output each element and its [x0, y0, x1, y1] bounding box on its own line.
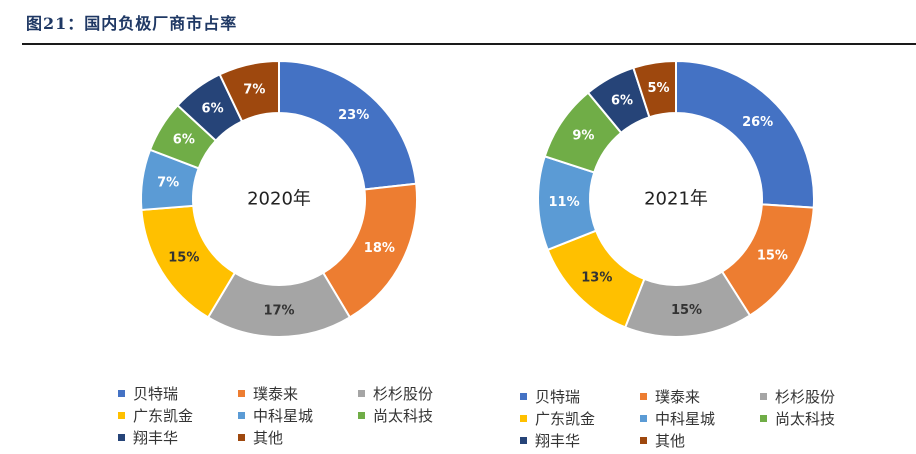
legend-item: 璞泰来: [640, 386, 760, 406]
legend-swatch: [640, 436, 647, 444]
title-divider: [22, 43, 916, 45]
figure-title: 图21：国内负极厂商市占率: [26, 14, 238, 33]
slice-label: 5%: [647, 81, 669, 96]
legend-item: 尚太科技: [760, 408, 880, 428]
slice-label: 7%: [157, 176, 179, 191]
legend-label: 其他: [655, 431, 686, 450]
legend-item: 尚太科技: [358, 405, 478, 425]
legend-swatch: [760, 392, 767, 400]
legend-swatch: [520, 414, 527, 422]
legend-swatch: [118, 411, 125, 419]
legend-item: 中科星城: [640, 408, 760, 428]
slice-label: 11%: [548, 195, 579, 210]
legend-item: 杉杉股份: [760, 386, 880, 406]
legend-swatch: [760, 414, 767, 422]
legend-item: 广东凯金: [118, 405, 238, 425]
legend-item: 中科星城: [238, 405, 358, 425]
legend-label: 贝特瑞: [535, 387, 581, 406]
legend-label: 璞泰来: [655, 387, 701, 406]
slice-label: 15%: [168, 251, 199, 266]
legend-item: 翔丰华: [118, 427, 238, 447]
legend-2021: 贝特瑞 璞泰来 杉杉股份广东凯金 中科星城 尚太科技翔丰华 其他: [520, 386, 880, 450]
slice-label: 17%: [263, 304, 294, 319]
legend-swatch: [238, 433, 245, 441]
legend-label: 中科星城: [253, 406, 314, 425]
donut-slice-其他: [218, 59, 280, 123]
legend-swatch: [238, 411, 245, 419]
donut-slice-贝特瑞: [278, 59, 418, 191]
legend-item: 其他: [238, 427, 358, 447]
legend-swatch: [520, 392, 527, 400]
legend-swatch: [118, 389, 125, 397]
legend-label: 尚太科技: [373, 406, 434, 425]
legend-item: 贝特瑞: [520, 386, 640, 406]
legend-label: 广东凯金: [133, 406, 194, 425]
donut-center-label: 2021年: [644, 189, 708, 210]
slice-label: 26%: [742, 115, 773, 130]
legend-label: 广东凯金: [535, 409, 596, 428]
slice-label: 15%: [757, 249, 788, 264]
slice-label: 23%: [338, 108, 369, 123]
donut-slice-其他: [632, 59, 677, 119]
donut-center-label: 2020年: [247, 189, 311, 210]
donut-chart-2021: 26% 15% 15% 13% 11% 9% 6% 5% 2021年: [537, 59, 815, 338]
legend-swatch: [238, 389, 245, 397]
legend-label: 翔丰华: [535, 431, 581, 450]
slice-label: 7%: [243, 82, 265, 97]
legend-label: 璞泰来: [253, 384, 299, 403]
legend-label: 杉杉股份: [373, 384, 434, 403]
legend-swatch: [118, 433, 125, 441]
slice-label: 9%: [572, 129, 594, 144]
legend-item: 贝特瑞: [118, 383, 238, 403]
donut-chart-2020: 23% 18% 17% 15% 7% 6% 6% 7% 2020年: [140, 59, 418, 338]
legend-item: 其他: [640, 430, 760, 450]
legend-2020: 贝特瑞 璞泰来 杉杉股份广东凯金 中科星城 尚太科技翔丰华 其他: [118, 383, 478, 447]
legend-swatch: [520, 436, 527, 444]
legend-label: 杉杉股份: [775, 387, 836, 406]
slice-label: 13%: [581, 271, 612, 286]
legend-swatch: [640, 414, 647, 422]
legend-label: 尚太科技: [775, 409, 836, 428]
legend-label: 贝特瑞: [133, 384, 179, 403]
legend-item: 璞泰来: [238, 383, 358, 403]
legend-label: 中科星城: [655, 409, 716, 428]
slice-label: 15%: [671, 303, 702, 318]
slice-label: 6%: [611, 93, 633, 108]
legend-swatch: [358, 389, 365, 397]
slice-label: 18%: [364, 241, 395, 256]
legend-swatch: [640, 392, 647, 400]
legend-item: 广东凯金: [520, 408, 640, 428]
legend-swatch: [358, 411, 365, 419]
legend-label: 其他: [253, 428, 284, 447]
legend-item: 杉杉股份: [358, 383, 478, 403]
slice-label: 6%: [202, 101, 224, 116]
legend-label: 翔丰华: [133, 428, 179, 447]
donut-slice-贝特瑞: [675, 59, 815, 209]
legend-item: 翔丰华: [520, 430, 640, 450]
slice-label: 6%: [173, 132, 195, 147]
